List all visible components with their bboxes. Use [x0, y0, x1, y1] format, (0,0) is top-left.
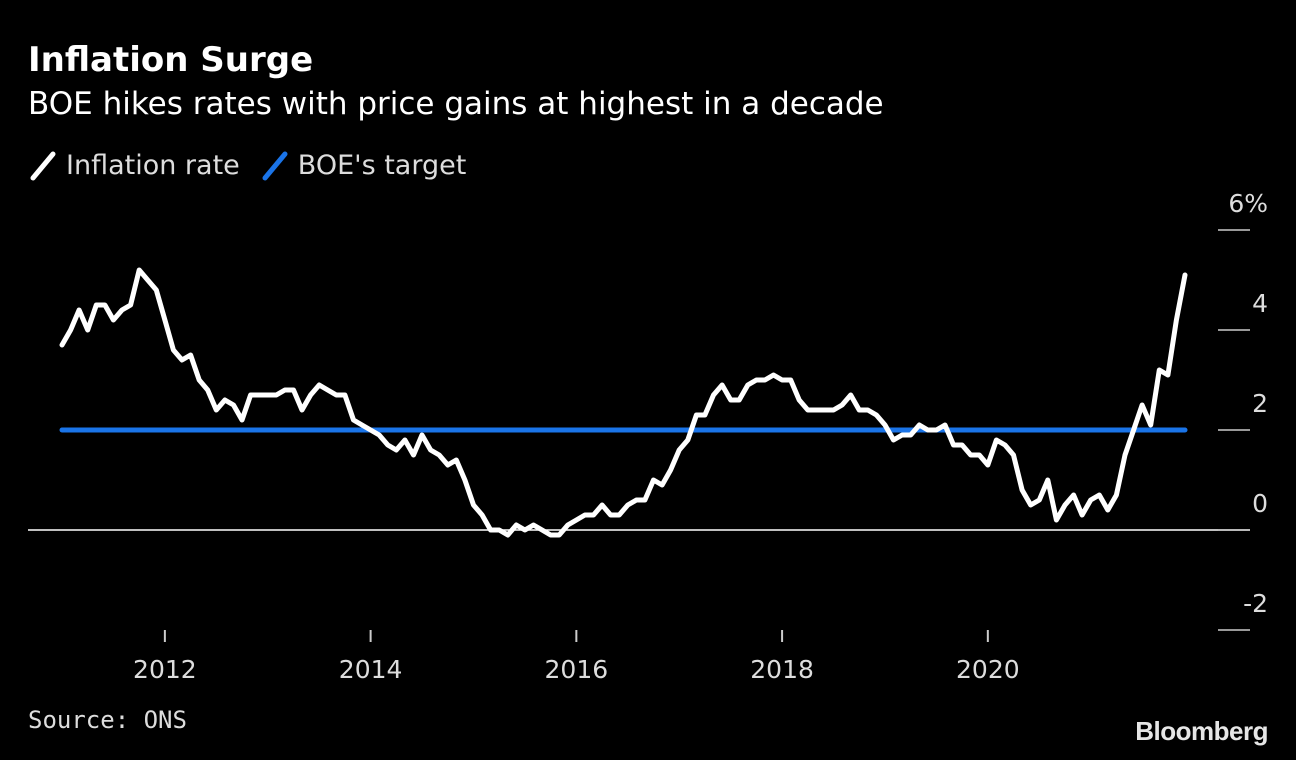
x-tick-label: 2018	[750, 655, 814, 684]
y-tick-label: 0	[1252, 489, 1268, 518]
y-tick-label: -2	[1243, 589, 1268, 618]
y-tick-label: 2	[1252, 389, 1268, 418]
legend-label-inflation: Inflation rate	[66, 150, 240, 181]
x-tick-label: 2014	[339, 655, 403, 684]
y-tick-label: 6%	[1228, 189, 1268, 218]
chart-legend: Inflation rate BOE's target	[30, 150, 488, 181]
legend-swatch-inflation	[30, 151, 56, 180]
legend-item-inflation: Inflation rate	[30, 150, 240, 181]
legend-item-target: BOE's target	[262, 150, 467, 181]
x-tick-label: 2020	[956, 655, 1020, 684]
x-tick-label: 2016	[545, 655, 609, 684]
source-note: Source: ONS	[28, 706, 187, 734]
chart-subtitle: BOE hikes rates with price gains at high…	[28, 86, 884, 122]
bloomberg-logo: Bloomberg	[1135, 716, 1268, 746]
legend-label-target: BOE's target	[297, 150, 467, 181]
x-tick-label: 2012	[133, 655, 197, 684]
y-tick-label: 4	[1252, 289, 1268, 318]
series-line-inflation-rate	[59, 267, 1188, 538]
chart-title: Inflation Surge	[28, 40, 314, 80]
legend-swatch-target	[262, 151, 288, 180]
